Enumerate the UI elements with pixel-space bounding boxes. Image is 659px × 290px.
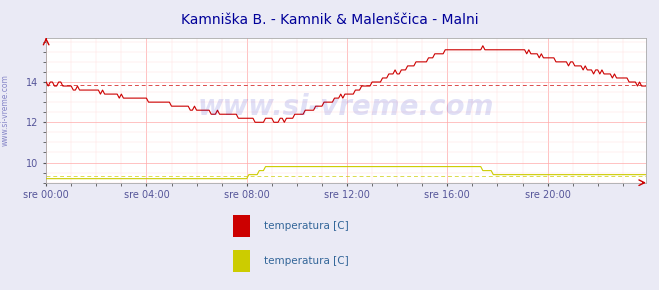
Text: www.si-vreme.com: www.si-vreme.com	[198, 93, 494, 121]
Text: temperatura [C]: temperatura [C]	[264, 256, 349, 266]
Text: www.si-vreme.com: www.si-vreme.com	[1, 74, 10, 146]
Text: Kamniška B. - Kamnik & Malenščica - Malni: Kamniška B. - Kamnik & Malenščica - Maln…	[181, 13, 478, 27]
Text: temperatura [C]: temperatura [C]	[264, 221, 349, 231]
